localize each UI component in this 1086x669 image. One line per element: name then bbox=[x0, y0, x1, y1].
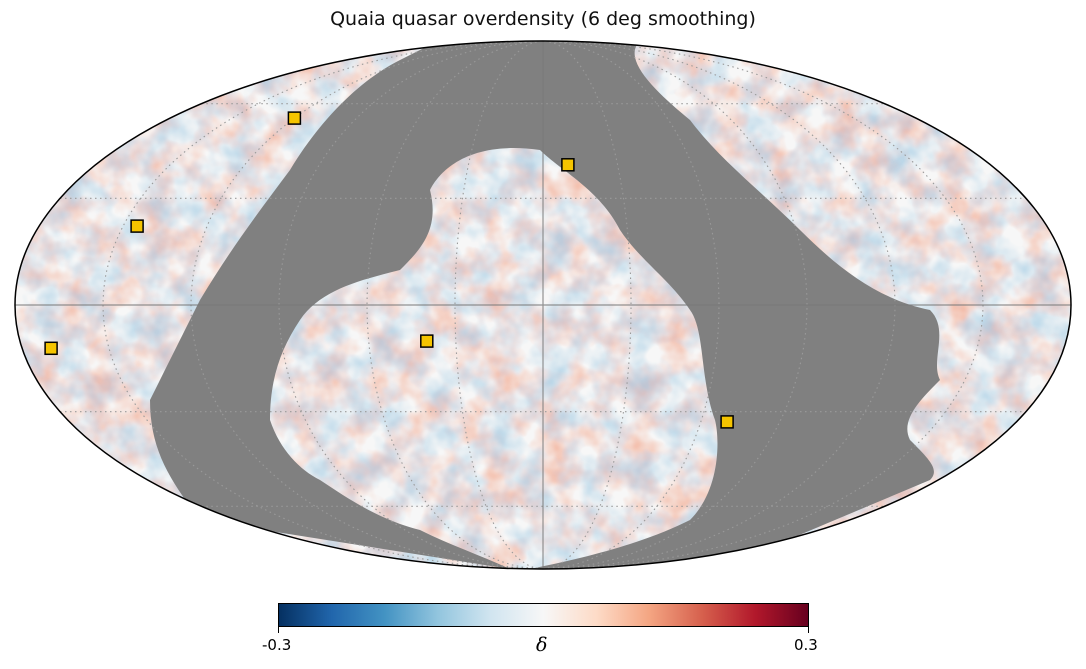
map-title: Quaia quasar overdensity (6 deg smoothin… bbox=[330, 8, 756, 30]
colorbar-max-label: 0.3 bbox=[794, 636, 818, 654]
masked-region bbox=[150, 41, 940, 569]
source-marker bbox=[44, 341, 58, 356]
source-marker bbox=[130, 219, 144, 233]
colorbar-gradient bbox=[278, 603, 809, 627]
source-markers bbox=[44, 111, 734, 429]
source-marker bbox=[720, 415, 734, 429]
colorbar-label: δ bbox=[536, 634, 548, 656]
colorbar bbox=[278, 603, 809, 627]
graticule-meridian bbox=[542, 40, 808, 570]
colorbar-tick-min bbox=[278, 627, 279, 633]
map-boundary bbox=[14, 40, 1072, 570]
source-marker bbox=[420, 334, 434, 348]
colorbar-min-label: -0.3 bbox=[262, 636, 292, 654]
central-axes bbox=[15, 41, 1071, 569]
colorbar-tick-max bbox=[808, 627, 809, 633]
source-marker bbox=[287, 111, 302, 125]
source-marker bbox=[561, 158, 575, 172]
mollweide-sky-map bbox=[14, 40, 1072, 570]
